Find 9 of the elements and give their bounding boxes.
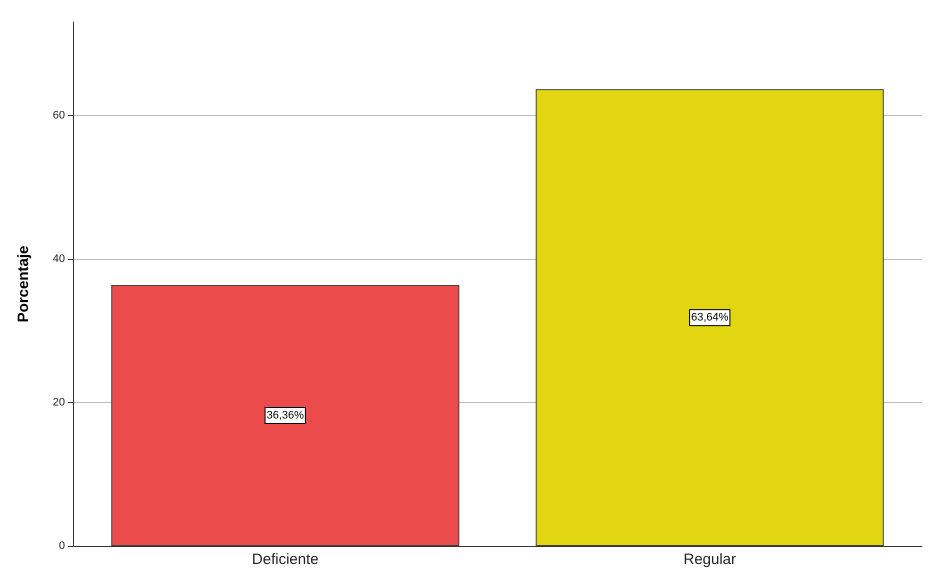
- y-axis-title: Porcentaje: [15, 246, 32, 322]
- data-label: 36,36%: [266, 410, 304, 422]
- x-tick-label: Regular: [683, 551, 736, 568]
- data-label: 63,64%: [691, 312, 729, 324]
- y-tick-label: 60: [52, 109, 65, 122]
- x-tick-label: Deficiente: [252, 551, 319, 568]
- y-tick-label: 0: [58, 540, 65, 552]
- y-tick-label: 40: [52, 252, 65, 265]
- y-tick-label: 20: [52, 396, 65, 408]
